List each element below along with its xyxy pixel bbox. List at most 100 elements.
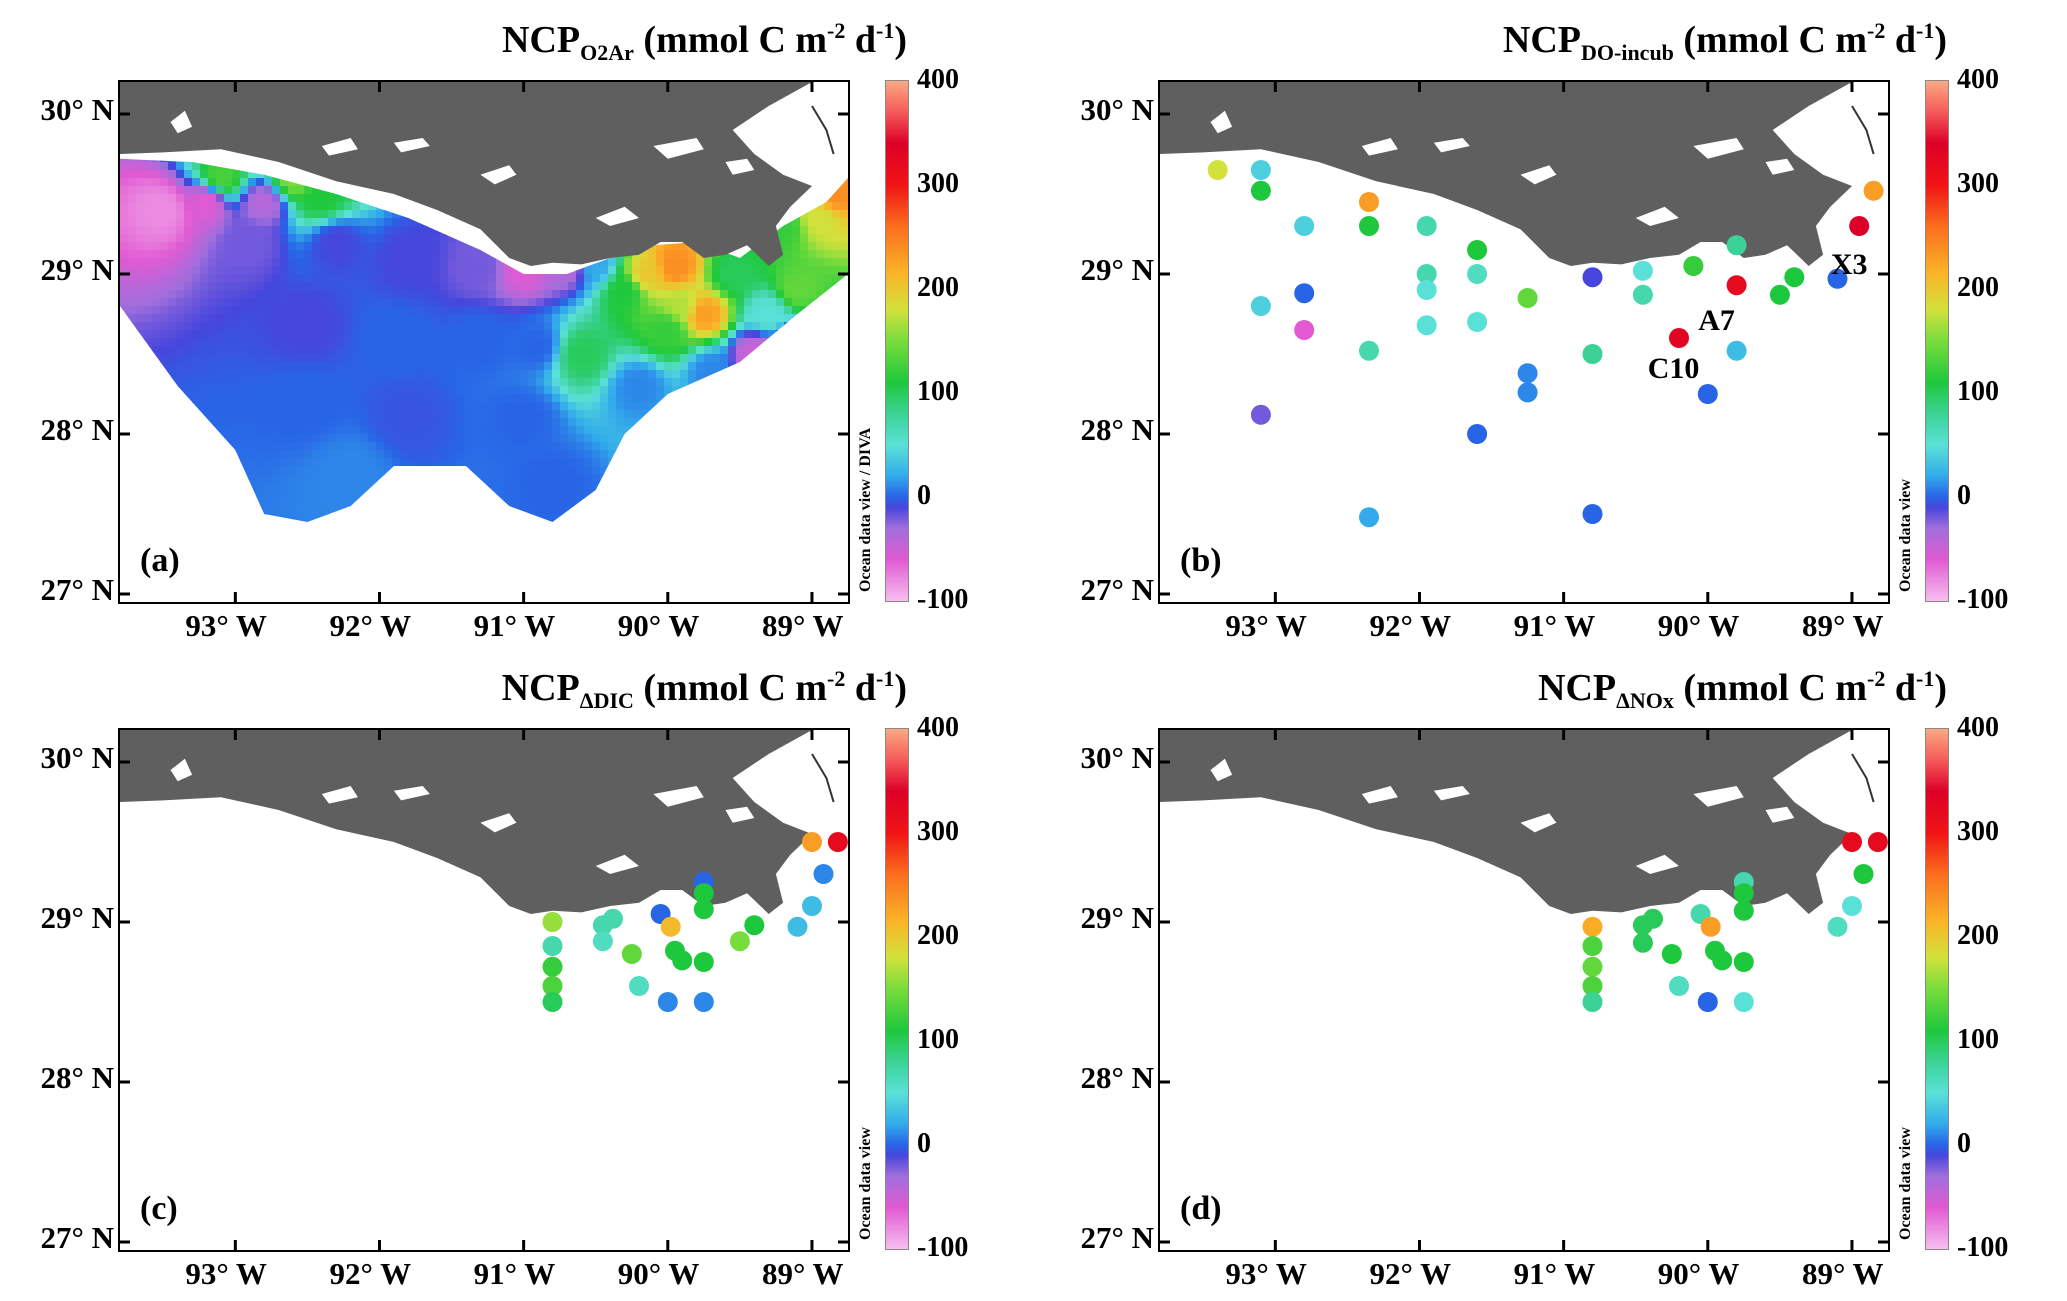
panel-title: NCPΔNOx (mmol C m-2 d-1)	[1538, 666, 1947, 713]
station-marker	[1582, 267, 1603, 288]
coastline	[811, 753, 835, 803]
station-marker	[1643, 908, 1663, 929]
colorbar-tick-label: 200	[1957, 920, 1999, 951]
station-marker	[1726, 340, 1747, 361]
panel-letter: (a)	[140, 542, 180, 579]
station-marker	[1359, 340, 1379, 361]
station-marker	[1416, 264, 1437, 284]
station-marker	[1863, 180, 1884, 201]
lon-tick-label: 92° W	[329, 1256, 412, 1291]
lat-tick-label: 27° N	[40, 1220, 114, 1255]
map-panel-c: NCPΔDIC (mmol C m-2 d-1) 30° N 29° N 28°…	[0, 648, 1027, 1296]
map-panel-b: NCPDO-incub (mmol C m-2 d-1) 30° N 29° N…	[1040, 0, 2067, 648]
lat-tick-label: 29° N	[40, 900, 114, 935]
station-marker	[1661, 944, 1682, 964]
colorbar-tick-label: -100	[917, 1232, 969, 1263]
lon-tick-label: 92° W	[329, 608, 412, 643]
panel-title: NCPΔDIC (mmol C m-2 d-1)	[501, 666, 907, 713]
station-marker	[1250, 404, 1271, 425]
station-marker	[1842, 896, 1862, 916]
station-marker	[1582, 976, 1603, 996]
station-marker	[1517, 363, 1538, 384]
lake-5	[1765, 158, 1795, 175]
lake-1	[1361, 138, 1398, 156]
station-marker	[1700, 916, 1721, 937]
lon-tick-label: 90° W	[1657, 1256, 1740, 1291]
lake-4	[595, 206, 639, 226]
colorbar	[1925, 80, 1949, 602]
lon-tick-label: 92° W	[1369, 608, 1452, 643]
coastline	[1851, 753, 1875, 803]
colorbar-tick-label: 300	[917, 816, 959, 847]
lon-tick-label: 93° W	[1225, 608, 1307, 643]
colorbar-tick-label: -100	[1957, 1232, 2009, 1263]
station-marker	[1726, 235, 1747, 256]
station-marker	[787, 916, 808, 937]
colorbar-tick-label: 0	[917, 480, 931, 511]
map-canvas	[120, 82, 848, 602]
station-marker	[693, 883, 714, 904]
panel-letter: (c)	[140, 1190, 178, 1227]
station-marker	[1697, 992, 1718, 1012]
lake-0	[1210, 758, 1233, 782]
lake-5	[725, 806, 755, 823]
lake-0	[170, 110, 193, 134]
lake-2	[393, 786, 430, 801]
colorbar-tick-label: 300	[1957, 816, 1999, 847]
lake-6	[1693, 786, 1744, 807]
station-marker	[1467, 424, 1488, 444]
coastline	[1851, 105, 1875, 155]
lon-tick-label: 89° W	[761, 608, 844, 643]
lat-tick-label: 28° N	[40, 1060, 114, 1095]
panel-letter: (d)	[1180, 1190, 1222, 1227]
station-marker	[1697, 384, 1718, 404]
colorbar-credit: Ocean data view	[857, 1127, 874, 1240]
station-marker	[1517, 382, 1538, 403]
station-marker	[813, 864, 834, 884]
colorbar-tick-label: -100	[917, 584, 969, 615]
map-canvas	[1160, 82, 1888, 602]
station-marker	[1632, 932, 1653, 953]
lon-tick-label: 91° W	[473, 608, 556, 643]
station-marker	[1769, 284, 1790, 305]
station-marker	[629, 976, 649, 996]
lake-0	[170, 758, 193, 782]
station-marker	[802, 896, 822, 916]
station-marker	[1733, 883, 1754, 904]
lake-5	[1765, 806, 1795, 823]
lat-tick-label: 30° N	[40, 740, 114, 775]
lon-tick-label: 93° W	[185, 608, 267, 643]
lake-6	[653, 786, 704, 807]
map-panel-d: NCPΔNOx (mmol C m-2 d-1) 30° N 29° N 28°…	[1040, 648, 2067, 1296]
colorbar-tick-label: 100	[1957, 1024, 1999, 1055]
colorbar-tick-label: 200	[917, 920, 959, 951]
station-marker	[1467, 312, 1488, 332]
station-marker	[1733, 900, 1754, 921]
colorbar-tick-label: 100	[917, 376, 959, 407]
colorbar-tick-label: 0	[917, 1128, 931, 1159]
station-marker	[1294, 216, 1315, 236]
station-marker	[1867, 832, 1888, 852]
colorbar-tick-label: 0	[1957, 1128, 1971, 1159]
station-marker	[1827, 268, 1848, 289]
colorbar-tick-label: 0	[1957, 480, 1971, 511]
station-marker	[802, 832, 822, 852]
lake-4	[1635, 854, 1679, 874]
lake-2	[1433, 786, 1470, 801]
station-marker	[1669, 976, 1689, 996]
station-marker	[1294, 283, 1315, 304]
colorbar-tick-label: 400	[917, 712, 959, 743]
map-frame	[1158, 80, 1890, 604]
station-marker	[1250, 160, 1271, 180]
lake-6	[1693, 138, 1744, 159]
station-marker	[592, 931, 613, 952]
colorbar-tick-label: 400	[1957, 64, 1999, 95]
lat-tick-label: 29° N	[1080, 900, 1154, 935]
station-marker	[660, 916, 681, 937]
lon-tick-label: 91° W	[1513, 1256, 1596, 1291]
station-marker	[1517, 288, 1538, 308]
station-marker	[1416, 315, 1437, 336]
lake-1	[321, 786, 358, 804]
station-label-c10: C10	[1647, 352, 1700, 385]
map-frame	[118, 728, 850, 1252]
